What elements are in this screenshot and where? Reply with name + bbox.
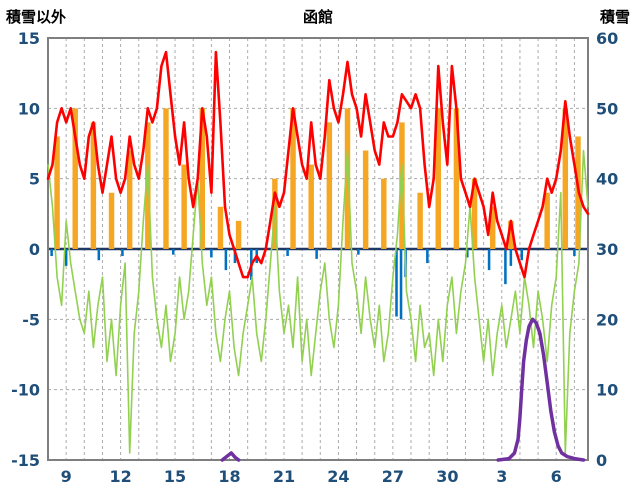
right-tick-label: 50 — [596, 99, 618, 118]
right-tick-label: 30 — [596, 240, 618, 259]
right-axis-title: 積雪 — [599, 8, 630, 26]
right-tick-label: 0 — [596, 451, 607, 470]
right-tick-label: 40 — [596, 170, 618, 189]
x-tick-label: 12 — [109, 467, 131, 486]
x-tick-label: 15 — [164, 467, 186, 486]
left-axis-title: 積雪以外 — [6, 8, 67, 26]
purple-line — [496, 317, 586, 462]
left-tick-label: -15 — [11, 451, 40, 470]
right-tick-label: 10 — [596, 381, 618, 400]
x-tick-label: 6 — [551, 467, 562, 486]
right-tick-label: 20 — [596, 310, 618, 329]
left-tick-label: 10 — [18, 99, 40, 118]
plot-border — [47, 37, 589, 461]
purple-line-bump — [220, 451, 241, 462]
left-tick-label: 5 — [29, 170, 40, 189]
x-tick-label: 30 — [436, 467, 458, 486]
x-tick-label: 9 — [61, 467, 72, 486]
right-tick-label: 60 — [596, 29, 618, 48]
green-line — [47, 149, 589, 454]
chart-title: 函館 — [302, 8, 333, 26]
x-tick-label: 21 — [273, 467, 295, 486]
left-tick-label: -10 — [11, 381, 40, 400]
x-tick-label: 24 — [327, 467, 349, 486]
red-line — [46, 50, 590, 279]
left-tick-label: -5 — [22, 310, 40, 329]
x-tick-label: 18 — [218, 467, 240, 486]
left-tick-label: 15 — [18, 29, 40, 48]
x-tick-label: 27 — [382, 467, 404, 486]
left-tick-label: 0 — [29, 240, 40, 259]
x-tick-label: 3 — [496, 467, 507, 486]
